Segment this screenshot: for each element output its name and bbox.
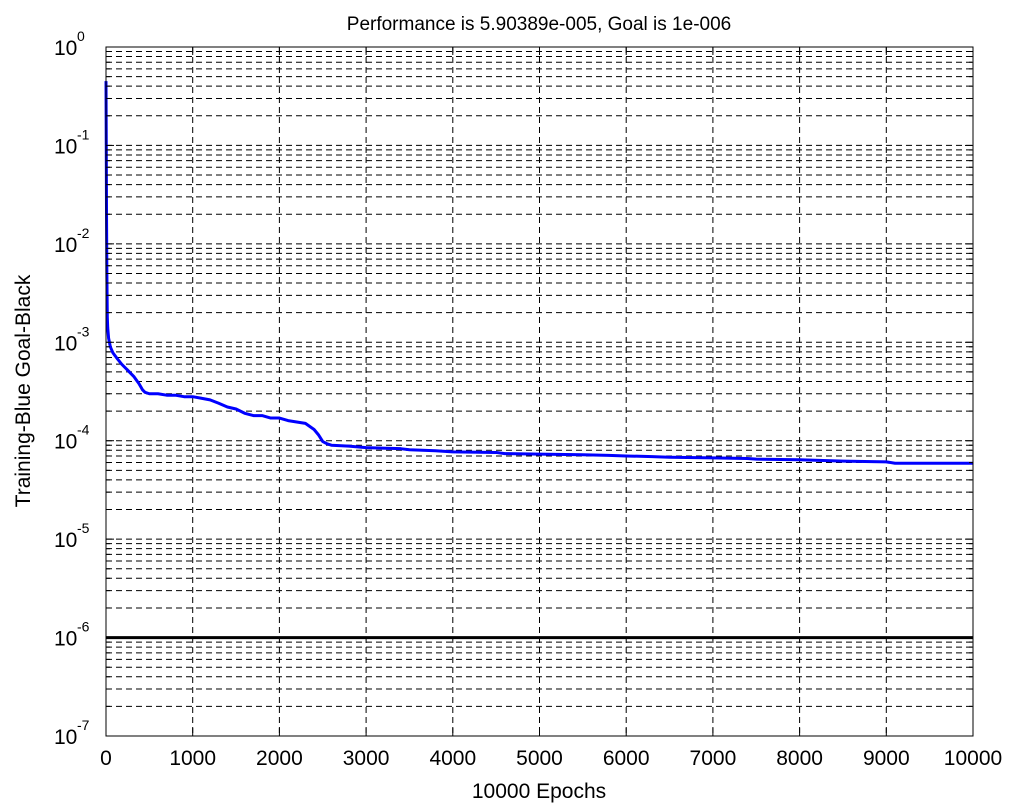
y-tick-label-exponent: -1	[77, 126, 90, 142]
series-lines	[104, 81, 973, 640]
y-tick-label-base: 10	[54, 628, 77, 651]
y-tick-label-exponent: -5	[77, 520, 90, 536]
y-tick-label-exponent: -3	[77, 323, 90, 339]
x-tick-label: 8000	[776, 747, 823, 770]
training-line	[104, 81, 973, 465]
y-tick-label-base: 10	[54, 37, 77, 60]
x-tick-label: 9000	[863, 747, 910, 770]
y-tick-label-exponent: -7	[77, 717, 90, 733]
grid-lines	[106, 47, 973, 736]
x-tick-label: 4000	[429, 747, 476, 770]
y-tick-label-exponent: -2	[77, 225, 90, 241]
y-tick-label-exponent: -4	[77, 422, 90, 438]
y-tick-label-base: 10	[54, 726, 77, 749]
x-tick-label: 5000	[516, 747, 563, 770]
x-tick-label: 2000	[256, 747, 303, 770]
x-axis-label: 10000 Epochs	[472, 780, 606, 803]
y-tick-label-base: 10	[54, 431, 77, 454]
y-tick-label-base: 10	[54, 529, 77, 552]
x-tick-label: 3000	[343, 747, 390, 770]
x-tick-label: 6000	[603, 747, 650, 770]
y-tick-label-exponent: 0	[77, 28, 85, 44]
x-tick-labels: 0 1000 2000 3000 4000 5000 6000 7000 8000 9000 100…	[100, 747, 1002, 770]
y-tick-label-base: 10	[54, 332, 77, 355]
x-tick-label: 10000	[944, 747, 1002, 770]
y-tick-label-base: 10	[54, 234, 77, 257]
y-axis-label: Training-Blue Goal-Black	[12, 274, 35, 507]
tick-marks	[105, 47, 974, 737]
x-tick-label: 1000	[169, 747, 216, 770]
chart-title: Performance is 5.90389e-005, Goal is 1e-…	[347, 14, 731, 35]
y-tick-label-exponent: -6	[77, 619, 90, 635]
x-tick-label: 0	[100, 747, 112, 770]
y-tick-label-base: 10	[54, 135, 77, 158]
x-tick-label: 7000	[690, 747, 737, 770]
